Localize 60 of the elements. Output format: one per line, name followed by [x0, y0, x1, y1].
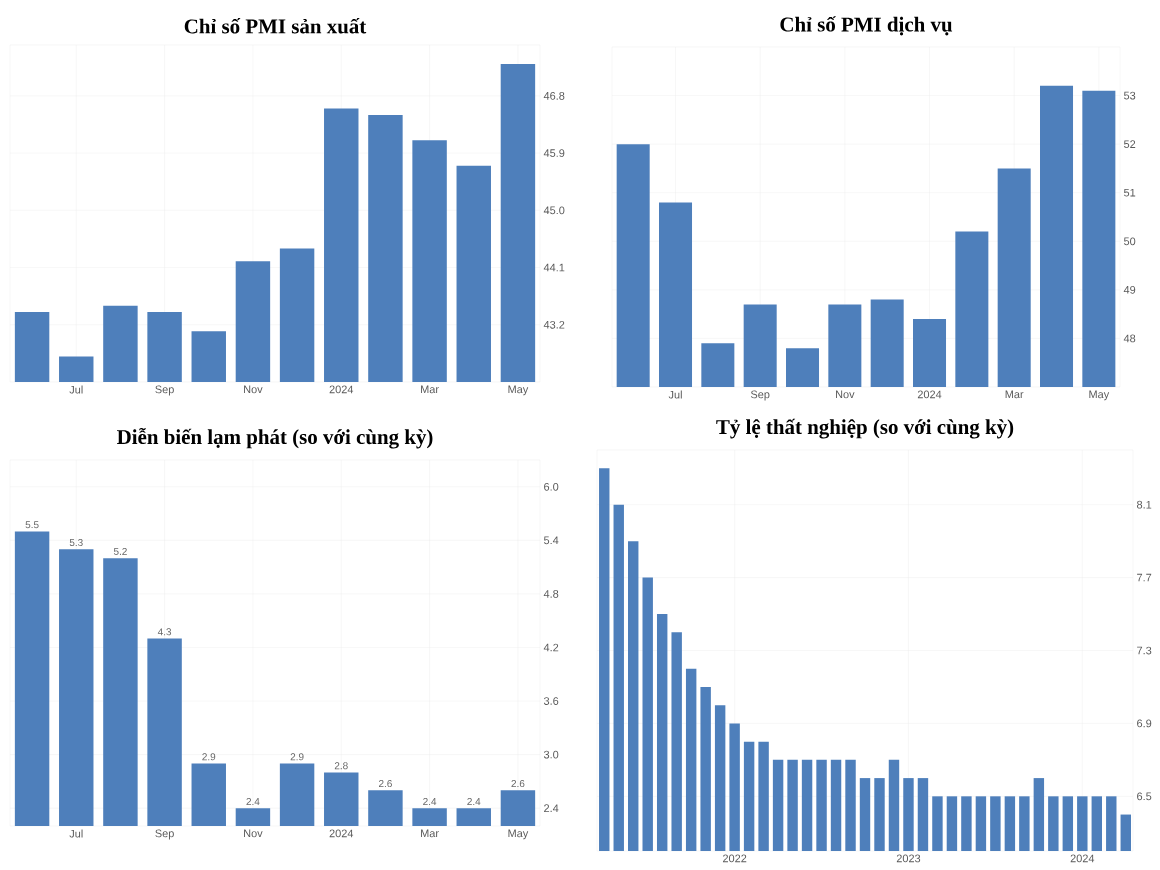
data-label: 2.9 — [202, 753, 216, 761]
y-tick-label: 6.9 — [1137, 719, 1152, 728]
x-tick-label: May — [1089, 390, 1110, 401]
data-label: 2.9 — [290, 753, 304, 761]
y-tick-label: 44.1 — [543, 263, 565, 272]
y-tick-label: 53 — [1123, 91, 1136, 100]
x-tick-label: Sep — [155, 385, 174, 396]
x-tick-label: Nov — [244, 385, 263, 394]
x-tick-label: Sep — [750, 390, 770, 401]
y-tick-label: 51 — [1123, 188, 1136, 197]
x-tick-label: 2024 — [329, 829, 354, 838]
chart-title: Tỷ lệ thất nghiệp (so với cùng kỳ) — [716, 418, 1014, 439]
chart-title: Diễn biến lạm phát (so với cùng kỳ) — [117, 427, 433, 449]
data-label: 5.5 — [25, 521, 39, 529]
y-tick-label: 52 — [1123, 140, 1136, 149]
y-tick-label: 49 — [1123, 285, 1136, 294]
y-tick-label: 7.7 — [1137, 573, 1152, 582]
chart-title: Chỉ số PMI dịch vụ — [780, 16, 953, 36]
data-label: 2.8 — [334, 762, 348, 770]
data-label: 2.6 — [379, 780, 392, 788]
x-tick-label: Nov — [244, 829, 263, 838]
y-tick-label: 3.0 — [543, 750, 559, 759]
y-tick-label: 48 — [1123, 334, 1136, 343]
y-tick-label: 3.6 — [543, 697, 559, 705]
y-tick-label: 8.1 — [1137, 500, 1152, 509]
data-label: 2.4 — [246, 797, 260, 805]
x-tick-label: 2024 — [1070, 854, 1095, 863]
x-tick-label: Jul — [69, 385, 83, 394]
x-tick-label: Nov — [836, 390, 855, 399]
x-tick-label: Mar — [421, 385, 439, 394]
chart-title: Chỉ số PMI sản xuất — [184, 18, 367, 34]
y-tick-label: 7.3 — [1137, 646, 1152, 655]
y-tick-label: 5.4 — [543, 536, 559, 545]
y-tick-label: 45.9 — [543, 149, 565, 157]
x-tick-label: May — [508, 829, 529, 840]
x-tick-label: 2024 — [329, 385, 354, 394]
x-tick-label: Mar — [1005, 390, 1024, 399]
data-label: 2.4 — [467, 797, 481, 805]
x-tick-label: Jul — [69, 829, 83, 838]
x-tick-label: 2022 — [722, 854, 747, 863]
data-label: 5.3 — [69, 539, 83, 547]
y-tick-label: 6.5 — [1137, 792, 1152, 801]
data-label: 2.4 — [423, 797, 437, 805]
y-tick-label: 2.4 — [544, 804, 559, 812]
y-tick-label: 46.8 — [543, 91, 565, 100]
x-tick-label: Jul — [668, 390, 682, 399]
data-label: 5.2 — [113, 547, 127, 555]
y-tick-label: 50 — [1123, 237, 1136, 246]
y-tick-label: 4.2 — [543, 643, 559, 652]
x-tick-label: 2024 — [917, 390, 942, 399]
x-tick-label: Sep — [155, 829, 174, 840]
data-label: 4.3 — [157, 628, 172, 636]
x-tick-label: 2023 — [896, 854, 921, 863]
data-label: 2.6 — [511, 780, 525, 788]
y-tick-label: 43.2 — [543, 320, 565, 329]
x-tick-label: Mar — [421, 829, 439, 838]
y-tick-label: 4.8 — [543, 590, 559, 598]
x-tick-label: May — [508, 385, 529, 396]
y-tick-label: 6.0 — [544, 482, 559, 491]
y-tick-label: 45.0 — [543, 206, 565, 215]
